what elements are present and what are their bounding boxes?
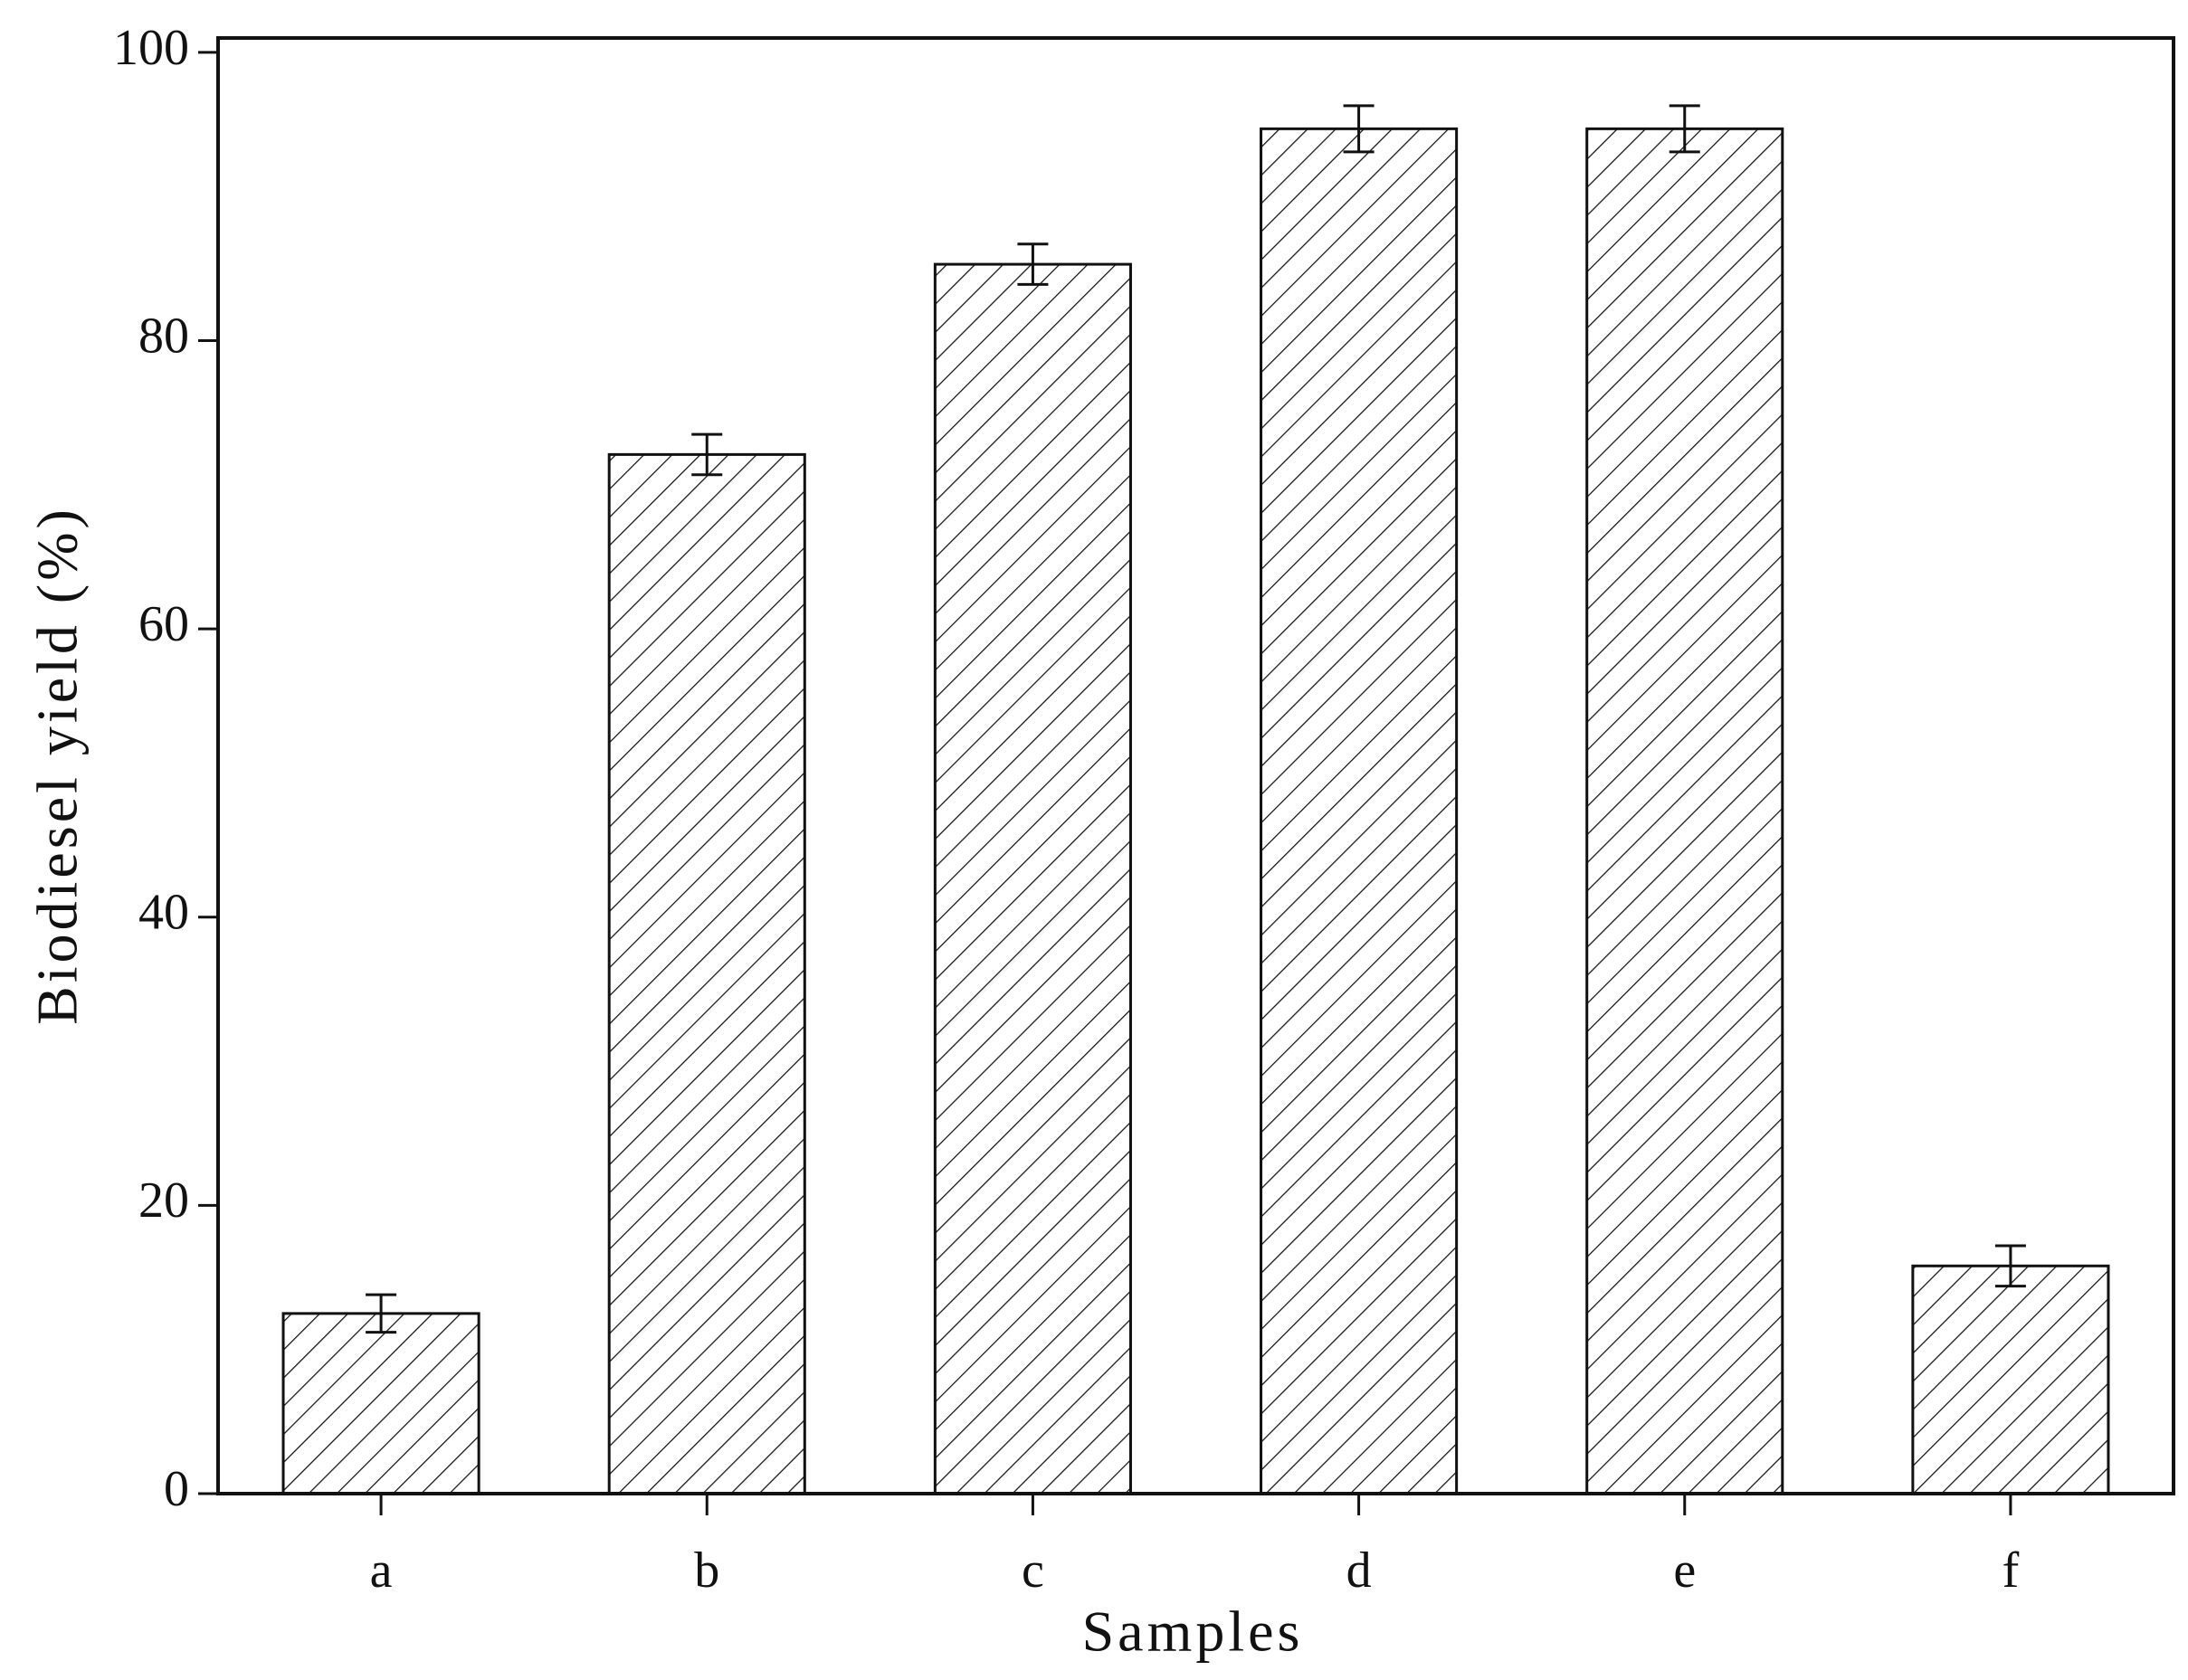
x-tick-label: e: [1673, 1542, 1696, 1599]
error-bar: [691, 432, 723, 477]
bar: [933, 262, 1132, 1495]
y-tick-label: 60: [138, 596, 189, 652]
error-bar: [1994, 1244, 2026, 1288]
y-tick-label: 20: [138, 1172, 189, 1229]
x-tick-label: f: [2002, 1542, 2020, 1599]
error-bar: [366, 1293, 397, 1334]
bar: [1260, 127, 1459, 1495]
y-tick-label: 40: [138, 885, 189, 941]
x-axis-title: Samples: [1082, 1599, 1304, 1664]
y-tick-label: 0: [164, 1461, 189, 1517]
x-tick-label: d: [1346, 1542, 1372, 1599]
x-tick-label: c: [1022, 1542, 1044, 1599]
error-bar: [1017, 242, 1049, 286]
error-bar: [1343, 104, 1375, 154]
bar: [1585, 127, 1784, 1495]
plot-frame: [216, 36, 2175, 1495]
y-tick-label: 80: [138, 308, 189, 364]
y-tick-label: 100: [113, 20, 189, 76]
bar: [607, 452, 806, 1495]
y-axis-title: Biodiesel yield (%): [25, 506, 90, 1025]
error-bar: [1669, 104, 1700, 154]
bar: [281, 1312, 480, 1495]
x-tick-label: b: [694, 1542, 719, 1599]
bar: [1911, 1264, 2110, 1495]
x-tick-label: a: [370, 1542, 393, 1599]
